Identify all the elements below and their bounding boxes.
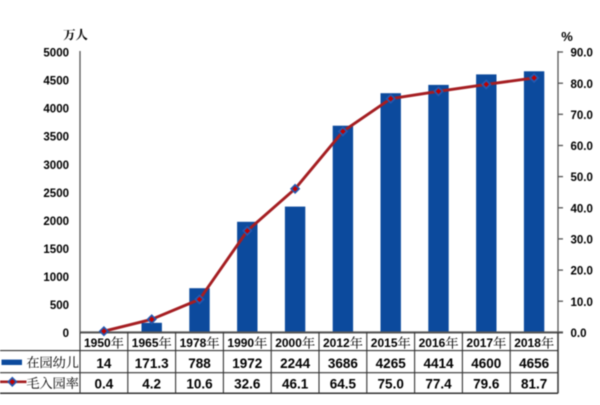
svg-text:2000: 2000 xyxy=(43,216,69,228)
svg-text:4500: 4500 xyxy=(43,76,69,88)
svg-text:0.0: 0.0 xyxy=(571,328,587,340)
svg-text:90.0: 90.0 xyxy=(571,48,593,60)
svg-text:1972: 1972 xyxy=(232,356,262,371)
svg-text:5000: 5000 xyxy=(43,48,69,60)
svg-text:10.6: 10.6 xyxy=(186,376,213,391)
svg-text:50.0: 50.0 xyxy=(571,172,593,184)
svg-text:2016: 2016 xyxy=(419,336,446,350)
svg-text:2000: 2000 xyxy=(275,336,302,350)
svg-text:14: 14 xyxy=(96,356,112,371)
svg-text:171.3: 171.3 xyxy=(135,356,169,371)
svg-text:79.6: 79.6 xyxy=(473,376,500,391)
svg-text:20.0: 20.0 xyxy=(571,266,593,278)
svg-text:788: 788 xyxy=(188,356,211,371)
svg-text:64.5: 64.5 xyxy=(330,376,357,391)
svg-text:2018: 2018 xyxy=(514,336,541,350)
svg-text:4000: 4000 xyxy=(43,104,69,116)
svg-text:30.0: 30.0 xyxy=(571,235,593,247)
svg-text:3500: 3500 xyxy=(43,132,69,144)
svg-text:75.0: 75.0 xyxy=(378,376,404,391)
svg-text:77.4: 77.4 xyxy=(425,376,452,391)
svg-text:0: 0 xyxy=(63,328,69,340)
svg-text:80.0: 80.0 xyxy=(571,79,593,91)
svg-text:2015: 2015 xyxy=(371,336,398,350)
svg-text:4265: 4265 xyxy=(376,356,407,371)
svg-text:2500: 2500 xyxy=(43,188,69,200)
svg-text:1000: 1000 xyxy=(43,272,69,284)
svg-text:2012: 2012 xyxy=(323,336,350,350)
svg-text:4.2: 4.2 xyxy=(142,376,161,391)
svg-text:1950: 1950 xyxy=(84,336,111,350)
svg-text:60.0: 60.0 xyxy=(571,141,593,153)
svg-text:0.4: 0.4 xyxy=(95,376,114,391)
svg-text:10.0: 10.0 xyxy=(571,297,593,309)
svg-text:1965: 1965 xyxy=(132,336,159,350)
svg-text:1978: 1978 xyxy=(180,336,207,350)
svg-text:70.0: 70.0 xyxy=(571,110,593,122)
svg-text:1990: 1990 xyxy=(227,336,254,350)
svg-text:2244: 2244 xyxy=(280,356,311,371)
svg-text:81.7: 81.7 xyxy=(521,376,547,391)
svg-text:4600: 4600 xyxy=(471,356,501,371)
svg-text:46.1: 46.1 xyxy=(282,376,309,391)
svg-text:1500: 1500 xyxy=(43,244,69,256)
svg-text:40.0: 40.0 xyxy=(571,203,593,215)
svg-text:32.6: 32.6 xyxy=(234,376,261,391)
svg-text:2017: 2017 xyxy=(466,336,493,350)
svg-text:4656: 4656 xyxy=(519,356,550,371)
svg-text:500: 500 xyxy=(50,300,69,312)
svg-text:3686: 3686 xyxy=(328,356,359,371)
svg-text:%: % xyxy=(561,29,573,44)
svg-text:3000: 3000 xyxy=(43,160,69,172)
svg-text:4414: 4414 xyxy=(423,356,454,371)
